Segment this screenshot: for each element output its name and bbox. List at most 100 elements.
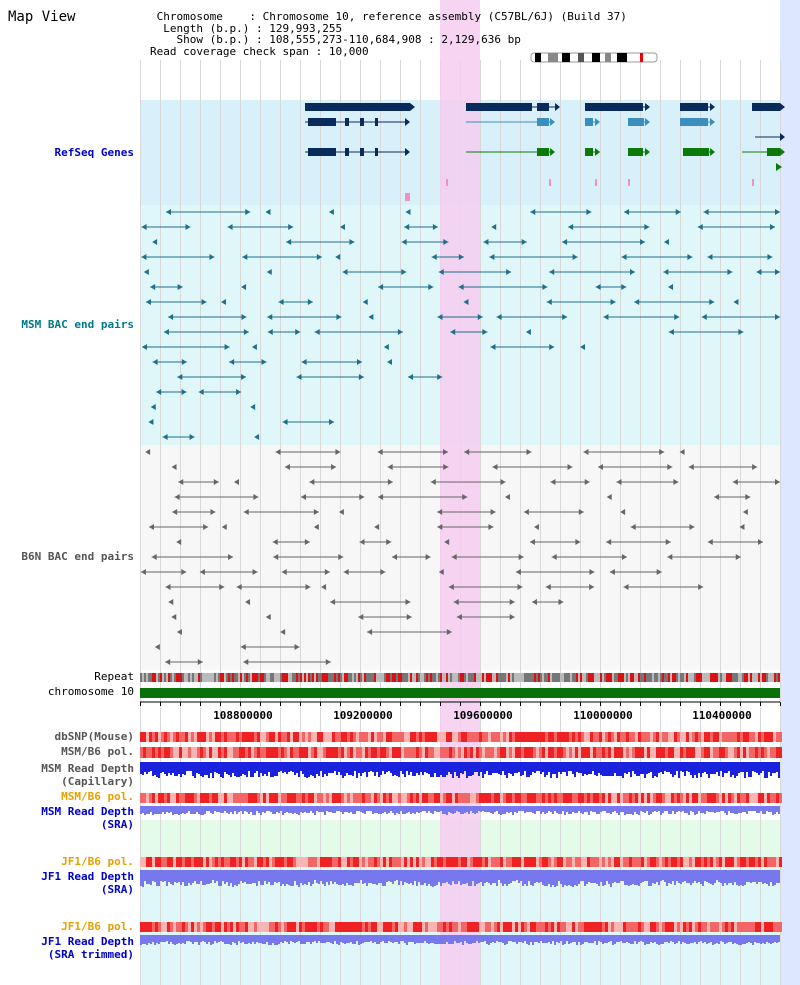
track-label-jf1-b6-pol[interactable]: JF1/B6 pol. <box>61 855 134 868</box>
depth-bar <box>630 762 632 777</box>
polymorphism-cell <box>683 747 686 758</box>
depth-bar <box>574 935 576 942</box>
depth-bar <box>156 935 158 943</box>
track-label-jf1-depth-sra[interactable]: JF1 Read Depth <box>41 870 134 883</box>
depth-bar <box>204 870 206 885</box>
polymorphism-cell <box>743 857 746 867</box>
refseq-genes-track[interactable] <box>305 103 785 201</box>
depth-bar <box>180 806 182 814</box>
depth-bar <box>296 935 298 942</box>
depth-bar <box>282 870 284 884</box>
polymorphism-cell <box>605 922 608 932</box>
polymorphism-cell <box>197 857 200 867</box>
depth-bar <box>148 762 150 772</box>
gene-row-arrow <box>780 148 785 156</box>
track-label-jf1-b6-pol-trimmed[interactable]: JF1/B6 pol. <box>61 920 134 933</box>
repeat-segment <box>504 673 506 682</box>
depth-bar <box>560 806 562 814</box>
polymorphism-cell <box>197 793 200 803</box>
polymorphism-cell <box>776 732 779 742</box>
chromosome-bar[interactable] <box>140 688 780 698</box>
depth-bar <box>460 806 462 814</box>
chromosome-ideogram[interactable] <box>530 52 658 63</box>
polymorphism-cell <box>614 922 617 932</box>
depth-bar <box>300 762 302 771</box>
b6n-bac-track[interactable] <box>140 449 780 665</box>
repeat-segment <box>334 673 336 682</box>
track-label-jf1-depth-trimmed[interactable]: JF1 Read Depth <box>41 935 134 948</box>
polymorphism-cell <box>737 747 740 758</box>
track-label-msm-depth-capillary[interactable]: MSM Read Depth <box>41 762 134 775</box>
depth-bar <box>194 762 196 778</box>
msm-bac-track[interactable] <box>141 209 780 440</box>
polymorphism-cell <box>650 793 653 803</box>
b6n-bac-pair-end <box>714 494 720 500</box>
polymorphism-cell <box>230 732 233 742</box>
track-label-msm-bac[interactable]: MSM BAC end pairs <box>21 318 134 331</box>
depth-bar <box>672 762 674 777</box>
track-label-b6n-bac[interactable]: B6N BAC end pairs <box>21 550 134 563</box>
selected-region-highlight[interactable] <box>440 0 480 985</box>
track-label-dbsnp[interactable]: dbSNP(Mouse) <box>54 730 134 743</box>
depth-bar <box>518 870 520 883</box>
polymorphism-cell <box>269 747 272 758</box>
depth-bar <box>504 870 506 884</box>
gene-row-exon <box>585 103 643 111</box>
depth-bar <box>738 762 740 773</box>
track-label-refseq[interactable]: RefSeq Genes <box>54 146 134 159</box>
polymorphism-cell <box>251 747 254 758</box>
repeat-track[interactable] <box>140 673 780 682</box>
depth-bar <box>342 762 344 778</box>
depth-bar <box>640 762 642 774</box>
depth-bar <box>342 806 344 814</box>
depth-bar <box>634 806 636 812</box>
polymorphism-cell <box>773 732 776 742</box>
polymorphism-cell <box>185 922 188 932</box>
track-label-msm-depth-sra[interactable]: MSM Read Depth <box>41 805 134 818</box>
info-label: Chromosome <box>156 10 223 23</box>
polymorphism-cell <box>398 732 401 742</box>
polymorphism-and-depth-tracks[interactable] <box>140 732 782 945</box>
depth-bar <box>736 870 738 885</box>
track-label-msm-b6-pol-sra[interactable]: MSM/B6 pol. <box>61 790 134 803</box>
depth-bar <box>322 806 324 812</box>
b6n-bac-pair-end <box>338 509 344 515</box>
polymorphism-cell <box>377 922 380 932</box>
polymorphism-cell <box>665 857 668 867</box>
depth-bar <box>208 870 210 884</box>
repeat-segment <box>154 673 156 682</box>
repeat-segment <box>440 673 442 682</box>
polymorphism-cell <box>617 922 620 932</box>
depth-bar <box>698 870 700 882</box>
polymorphism-cell <box>539 732 542 742</box>
gene-row-exon <box>628 118 644 126</box>
depth-bar <box>170 762 172 775</box>
b6n-bac-pair-end <box>294 644 300 650</box>
polymorphism-cell <box>488 857 491 867</box>
depth-bar <box>644 806 646 813</box>
depth-bar <box>594 806 596 812</box>
depth-bar <box>494 870 496 883</box>
track-label-msm-b6-pol[interactable]: MSM/B6 pol. <box>61 745 134 758</box>
polymorphism-cell <box>470 793 473 803</box>
polymorphism-cell <box>623 732 626 742</box>
polymorphism-cell <box>647 732 650 742</box>
b6n-bac-pair-end <box>504 494 510 500</box>
depth-bar <box>158 762 160 778</box>
depth-bar <box>704 806 706 814</box>
gene-row-exon <box>375 148 378 156</box>
depth-bar <box>620 870 622 881</box>
repeat-segment <box>540 673 542 682</box>
repeat-segment <box>144 673 146 682</box>
depth-bar <box>766 935 768 942</box>
depth-bar <box>546 762 548 775</box>
depth-bar <box>388 870 390 881</box>
depth-bar <box>172 806 174 815</box>
right-scroll-strip[interactable] <box>780 0 800 985</box>
repeat-segment <box>610 673 612 682</box>
b6n-bac-pair-end <box>377 449 383 455</box>
polymorphism-cell <box>719 747 722 758</box>
polymorphism-cell <box>482 922 485 932</box>
depth-bar <box>310 806 312 811</box>
